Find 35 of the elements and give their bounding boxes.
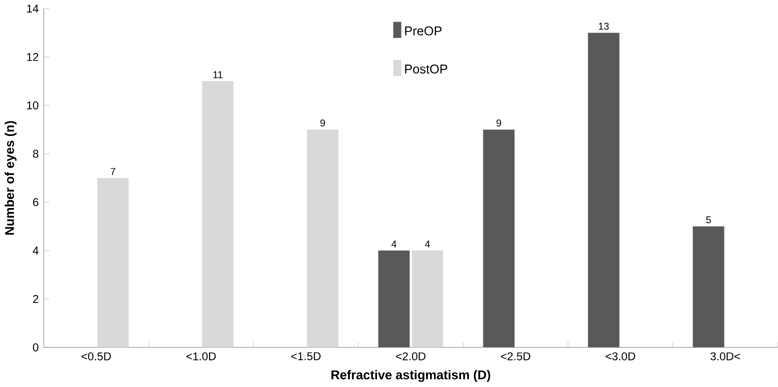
x-tick-label: <2.0D	[396, 352, 426, 361]
x-tick-label: <2.5D	[500, 352, 530, 361]
y-tick-label: 6	[33, 198, 38, 206]
y-tick-label: 10	[27, 102, 38, 110]
x-tick-label: <3.0D	[606, 352, 636, 361]
bar	[412, 250, 444, 348]
data-label: 9	[496, 120, 502, 127]
x-tick-label: <0.5D	[82, 352, 111, 361]
bar	[378, 250, 410, 348]
bar	[306, 130, 338, 348]
data-label: 7	[110, 168, 116, 176]
data-label: 4	[391, 240, 396, 248]
y-axis-title: Number of eyes (n)	[4, 121, 17, 235]
data-label: 5	[706, 216, 711, 224]
y-tick-label: 12	[27, 53, 38, 62]
x-tick-label: <1.0D	[186, 352, 216, 361]
data-label: 9	[320, 120, 325, 127]
data-label: 4	[425, 240, 430, 248]
y-tick-label: 4	[32, 246, 38, 255]
x-tick-label: 3.0D<	[710, 352, 740, 361]
y-tick-label: 8	[33, 150, 38, 158]
bar	[588, 32, 620, 348]
x-tick-label: <1.5D	[291, 352, 321, 360]
bar	[97, 178, 129, 348]
data-label: 11	[213, 71, 222, 78]
legend-label: PostOP	[405, 64, 448, 74]
bar	[483, 130, 515, 348]
bar	[202, 81, 234, 348]
y-tick-label: 2	[33, 295, 38, 304]
x-axis-title: Refractive astigmatism (D)	[331, 370, 490, 382]
data-label: 13	[598, 22, 609, 30]
bar	[692, 226, 724, 348]
y-tick-label: 0	[32, 344, 38, 352]
y-tick-label: 14	[27, 4, 38, 13]
legend-label: PreOP	[405, 26, 442, 36]
